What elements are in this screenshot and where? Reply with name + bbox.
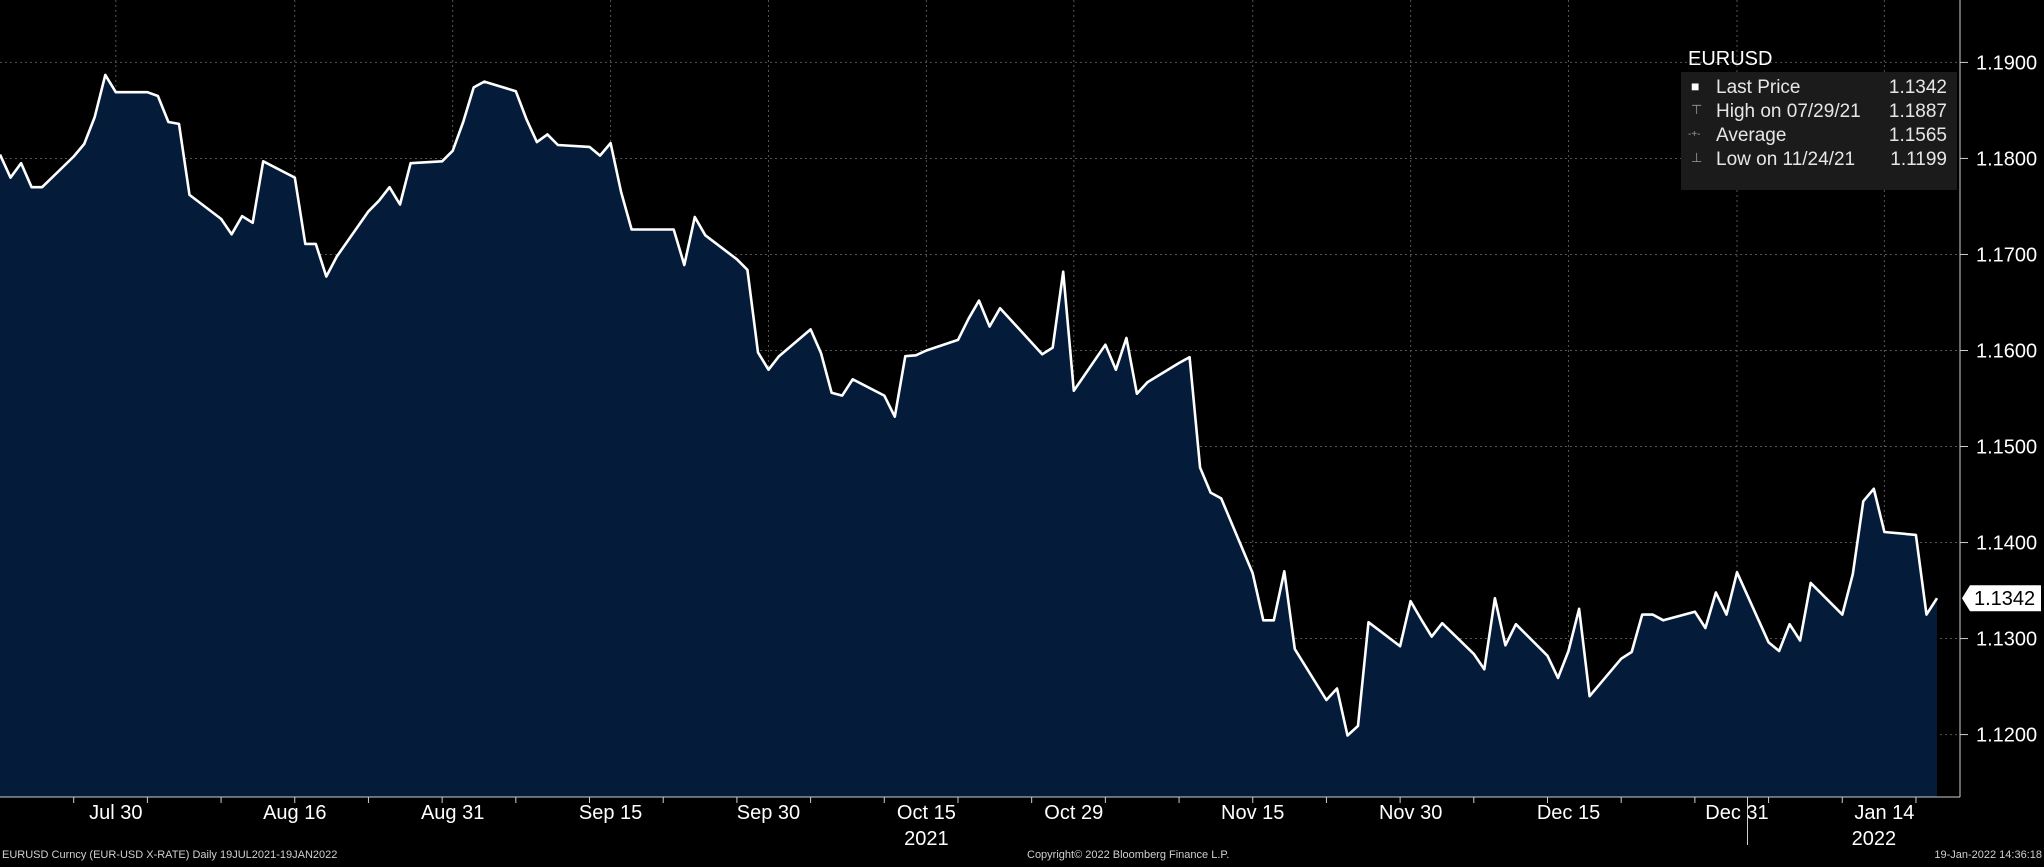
- legend-value: 1.1342: [1888, 77, 1947, 98]
- legend-row-last-price: ■ Last Price 1.1342: [1681, 76, 1957, 100]
- last-price-square-icon: ■: [1691, 78, 1700, 94]
- year-label: 2021: [904, 828, 949, 850]
- x-tick-label: Jul 30: [89, 802, 142, 824]
- last-price-tag-label: 1.1342: [1974, 588, 2035, 610]
- y-tick-label: 1.1200: [1976, 725, 2037, 747]
- footer-security-info: EURUSD Curncy (EUR-USD X-RATE) Daily 19J…: [2, 849, 338, 861]
- legend-value: 1.1887: [1888, 101, 1947, 122]
- legend-box: ■ Last Price 1.1342 ⊤ High on 07/29/21 1…: [1681, 72, 1957, 190]
- x-tick-label: Dec 15: [1537, 802, 1600, 824]
- price-area: [0, 74, 1937, 797]
- y-tick-label: 1.1800: [1976, 148, 2037, 170]
- footer-copyright: Copyright© 2022 Bloomberg Finance L.P.: [1027, 849, 1230, 861]
- y-axis: 1.1900 1.1800 1.1700 1.1600 1.1500 1.1400 1.13…: [1960, 52, 2037, 747]
- legend-value: 1.1199: [1890, 149, 1947, 170]
- x-tick-label: Oct 15: [897, 802, 956, 824]
- x-tick-label: Oct 29: [1044, 802, 1103, 824]
- legend-label: Low on 11/24/21: [1716, 149, 1856, 170]
- x-tick-label: Dec 31: [1705, 802, 1768, 824]
- legend-label: High on 07/29/21: [1716, 101, 1861, 122]
- last-price-tag: 1.1342: [1962, 585, 2041, 612]
- legend-label: Last Price: [1716, 77, 1801, 98]
- average-marker-icon: -+-: [1688, 129, 1701, 140]
- footer-timestamp: 19-Jan-2022 14:36:18: [1934, 849, 2042, 861]
- legend-title: EURUSD: [1688, 48, 1773, 70]
- x-tick-label: Aug 16: [263, 802, 326, 824]
- legend-row-high: ⊤ High on 07/29/21 1.1887: [1681, 100, 1957, 124]
- legend-value: 1.1565: [1888, 125, 1947, 146]
- last-price-tag-shape: [1962, 585, 2041, 612]
- low-marker-icon: ⊥: [1691, 150, 1703, 165]
- year-label: 2022: [1852, 828, 1897, 850]
- x-tick-label: Jan 14: [1854, 802, 1914, 824]
- y-tick-label: 1.1900: [1976, 52, 2037, 74]
- legend-row-average: -+- Average 1.1565: [1681, 124, 1957, 148]
- legend-row-low: ⊥ Low on 11/24/21 1.1199: [1681, 148, 1957, 172]
- y-tick-label: 1.1700: [1976, 244, 2037, 266]
- legend: EURUSD ■ Last Price 1.1342 ⊤ High on 07/…: [1681, 48, 1957, 190]
- x-tick-label: Sep 15: [579, 802, 642, 824]
- x-axis: Jul 30 Aug 16 Aug 31 Sep 15 Sep 30 Oct 15 Oct …: [73, 797, 1917, 850]
- high-marker-icon: ⊤: [1691, 102, 1703, 117]
- x-tick-label: Nov 15: [1221, 802, 1284, 824]
- legend-label: Average: [1716, 125, 1787, 146]
- y-tick-label: 1.1400: [1976, 533, 2037, 555]
- y-tick-label: 1.1500: [1976, 437, 2037, 459]
- x-tick-label: Sep 30: [737, 802, 800, 824]
- x-tick-label: Aug 31: [421, 802, 484, 824]
- price-line: [0, 73, 1939, 737]
- x-tick-label: Nov 30: [1379, 802, 1442, 824]
- y-tick-label: 1.1600: [1976, 340, 2037, 362]
- y-tick-label: 1.1300: [1976, 629, 2037, 651]
